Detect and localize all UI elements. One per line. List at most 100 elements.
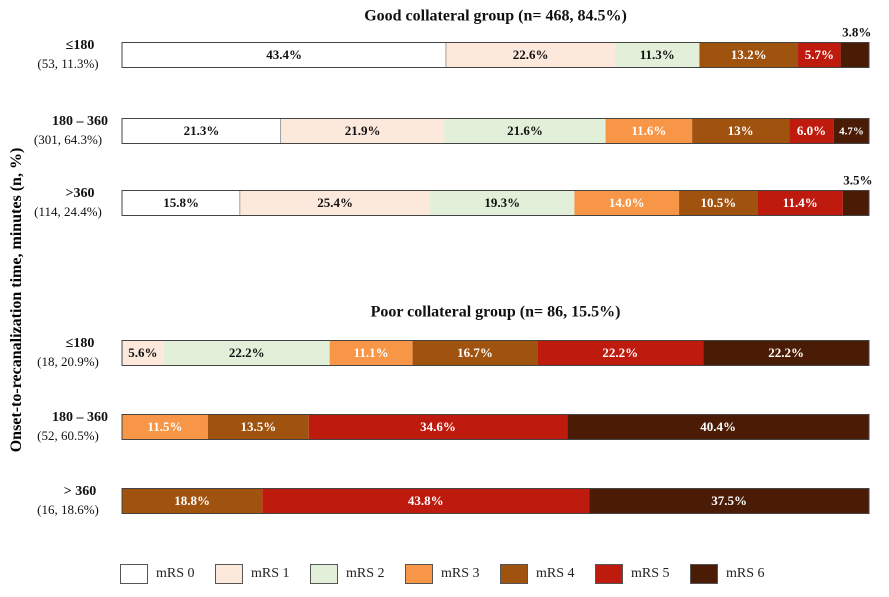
bar-segment (757, 190, 843, 216)
data-label: 4.7% (839, 126, 864, 138)
bar-segment (605, 118, 693, 144)
data-label: 40.4% (700, 419, 736, 434)
bar-segment (589, 488, 869, 514)
panel-title: Good collateral group (n= 468, 84.5%) (364, 8, 627, 25)
bar-outline (121, 414, 870, 440)
legend-item: mRS 0 (120, 562, 195, 586)
bar-outline (121, 488, 870, 514)
legend-item: mRS 4 (500, 562, 575, 586)
legend-item: mRS 1 (215, 562, 290, 586)
category-label: ≤180 (66, 38, 95, 53)
bar-segment (798, 42, 841, 68)
data-label: 6.0% (797, 123, 826, 138)
y-axis-label: Onset-to-recanalization time, minutes (n… (8, 147, 25, 453)
bar-outline (121, 340, 870, 366)
data-label: 3.5% (843, 172, 872, 187)
legend-swatch (120, 564, 148, 584)
data-label: 16.7% (457, 345, 493, 360)
bar-segment (430, 190, 575, 216)
bar-segment (842, 190, 869, 216)
legend-swatch (405, 564, 433, 584)
bar-segment (280, 118, 445, 144)
bar-segment (789, 118, 834, 144)
bar-segment (679, 190, 758, 216)
data-label: 5.6% (128, 345, 157, 360)
data-label: 37.5% (711, 493, 747, 508)
bar-segment (833, 118, 869, 144)
category-sublabel: (18, 20.9%) (37, 354, 99, 369)
bar-outline (121, 190, 870, 216)
data-label: 5.7% (805, 47, 834, 62)
data-label: 11.4% (783, 195, 818, 210)
legend-label: mRS 5 (631, 566, 670, 581)
bar-segment (262, 488, 590, 514)
data-label: 21.3% (184, 123, 220, 138)
bar-segment (412, 340, 538, 366)
bar-segment (122, 340, 164, 366)
bar-segment (329, 340, 413, 366)
legend-label: mRS 2 (346, 566, 385, 581)
data-label: 11.6% (631, 123, 666, 138)
bar-outline (121, 118, 870, 144)
data-label: 15.8% (163, 195, 199, 210)
legend: mRS 0 mRS 1 mRS 2 mRS 3 mRS 4 mRS 5 mRS 6 (120, 562, 880, 588)
data-label: 11.1% (354, 345, 389, 360)
bar-segment (703, 340, 869, 366)
data-label: 21.6% (507, 123, 543, 138)
data-label: 25.4% (317, 195, 353, 210)
legend-label: mRS 3 (441, 566, 480, 581)
bar-segment (163, 340, 330, 366)
legend-item: mRS 3 (405, 562, 480, 586)
bar-segment (122, 488, 263, 514)
y-axis-label-container: Onset-to-recanalization time, minutes (n… (4, 0, 30, 597)
category-label: 180 – 360 (52, 114, 108, 129)
category-label: ≤180 (66, 336, 95, 351)
category-sublabel: (52, 60.5%) (37, 428, 99, 443)
category-sublabel: (53, 11.3%) (37, 56, 98, 71)
bar-segment (207, 414, 309, 440)
bar-segment (121, 42, 447, 68)
data-label: 14.0% (609, 195, 645, 210)
data-label: 13.2% (731, 47, 767, 62)
category-sublabel: (16, 18.6%) (37, 502, 99, 517)
bar-segment (574, 190, 680, 216)
data-label: 13.5% (240, 419, 276, 434)
data-label: 22.2% (768, 345, 804, 360)
bar-segment (444, 118, 606, 144)
data-label: 22.2% (229, 345, 265, 360)
bar-segment (615, 42, 700, 68)
data-label: 11.5% (147, 419, 182, 434)
legend-swatch (215, 564, 243, 584)
bar-segment (840, 42, 869, 68)
bar-segment (308, 414, 568, 440)
bar-segment (446, 42, 616, 68)
bar-segment (537, 340, 704, 366)
legend-swatch (595, 564, 623, 584)
legend-label: mRS 1 (251, 566, 290, 581)
data-label: 43.4% (266, 47, 302, 62)
data-label: 43.8% (408, 493, 444, 508)
data-label: 10.5% (700, 195, 736, 210)
legend-label: mRS 0 (156, 566, 195, 581)
data-label: 3.8% (842, 24, 871, 39)
panel-title: Poor collateral group (n= 86, 15.5%) (371, 304, 621, 321)
data-label: 22.2% (602, 345, 638, 360)
legend-item: mRS 6 (690, 562, 765, 586)
category-label: 180 – 360 (52, 410, 108, 425)
category-label: > 360 (64, 484, 96, 499)
category-sublabel: (114, 24.4%) (34, 204, 102, 219)
data-label: 13% (728, 123, 754, 138)
data-label: 22.6% (513, 47, 549, 62)
legend-swatch (500, 564, 528, 584)
category-sublabel: (301, 64.3%) (34, 132, 102, 147)
bar-segment (692, 118, 790, 144)
data-label: 11.3% (640, 47, 675, 62)
bar-outline (121, 42, 870, 68)
bar-segment (699, 42, 799, 68)
legend-item: mRS 5 (595, 562, 670, 586)
legend-label: mRS 6 (726, 566, 765, 581)
data-label: 18.8% (174, 493, 210, 508)
data-label: 34.6% (420, 419, 456, 434)
bar-segment (240, 190, 431, 216)
data-label: 19.3% (484, 195, 520, 210)
